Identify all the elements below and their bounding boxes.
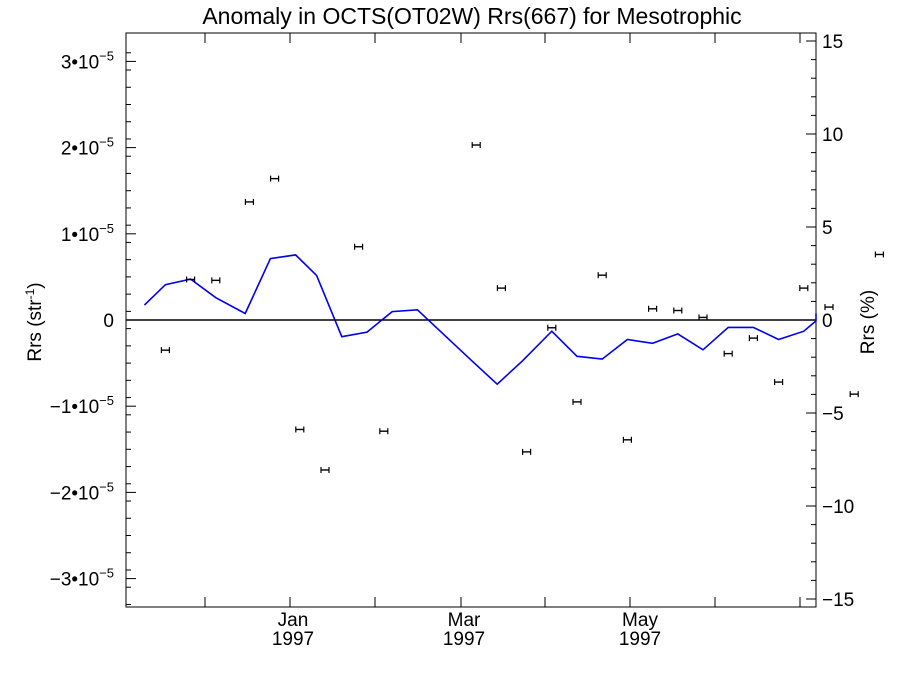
left-tick-label: 0 xyxy=(103,311,114,332)
data-point-errorbar xyxy=(244,198,254,205)
left-tick-label: −2•10−5 xyxy=(50,479,114,504)
anomaly-points xyxy=(160,142,885,473)
data-point-errorbar xyxy=(824,304,834,311)
data-point-errorbar xyxy=(521,448,532,455)
chart-title: Anomaly in OCTS(OT02W) Rrs(667) for Meso… xyxy=(202,3,741,29)
data-point-errorbar xyxy=(320,466,330,473)
data-point-errorbar xyxy=(572,398,582,405)
data-point-errorbar xyxy=(354,243,364,250)
left-tick-label: 1•10−5 xyxy=(61,221,114,246)
x-tick-year: 1997 xyxy=(443,629,485,650)
x-tick-year: 1997 xyxy=(272,629,314,650)
left-y-axis: 3•10−5 2•10−5 1•10−5 0 −1•10−5 −2•10−5 −3•10−5 xyxy=(50,48,136,605)
data-point-errorbar xyxy=(211,277,221,284)
right-tick-label: −10 xyxy=(822,497,854,518)
data-point-errorbar xyxy=(547,324,557,331)
svg-text:Rrs (str-1): Rrs (str-1) xyxy=(23,282,46,361)
left-tick-label: 2•10−5 xyxy=(61,135,114,160)
data-point-errorbar xyxy=(186,276,196,283)
data-point-errorbar xyxy=(270,175,280,182)
x-tick-year: 1997 xyxy=(619,629,661,650)
data-point-errorbar xyxy=(295,426,305,433)
left-axis-title-text: Rrs (str xyxy=(25,299,46,362)
left-tick-label: 3•10−5 xyxy=(61,48,114,73)
data-point-errorbar xyxy=(597,272,607,279)
data-point-errorbar xyxy=(849,391,859,398)
data-point-errorbar xyxy=(773,379,784,386)
data-point-errorbar xyxy=(698,314,708,321)
data-point-errorbar xyxy=(673,307,683,314)
right-tick-label: 5 xyxy=(822,218,833,239)
data-point-errorbar xyxy=(496,285,506,292)
x-tick-month: May xyxy=(622,610,658,631)
right-tick-label: −5 xyxy=(822,404,844,425)
data-point-errorbar xyxy=(647,305,658,312)
data-point-errorbar xyxy=(874,251,885,258)
data-point-errorbar xyxy=(160,347,170,354)
right-y-axis: 15 10 5 0 −5 −10 −15 xyxy=(806,32,854,611)
right-tick-label: −15 xyxy=(822,590,854,611)
right-tick-label: 0 xyxy=(822,311,833,332)
left-tick-label: −3•10−5 xyxy=(50,566,114,591)
right-tick-label: 10 xyxy=(822,125,843,146)
data-point-errorbar xyxy=(622,436,633,443)
left-axis-title-close: ) xyxy=(25,282,46,288)
x-tick-month: Jan xyxy=(278,610,309,631)
left-axis-title-sup: -1 xyxy=(23,288,37,299)
line-series-path xyxy=(143,254,817,386)
left-tick-label: −1•10−5 xyxy=(50,393,114,418)
x-tick-month: Mar xyxy=(448,610,481,631)
anomaly-percent-line xyxy=(143,254,817,386)
data-point-errorbar xyxy=(748,335,759,342)
right-tick-label: 15 xyxy=(822,32,843,53)
right-axis-title: Rrs (%) xyxy=(858,290,879,354)
data-point-errorbar xyxy=(379,428,389,435)
left-axis-title: Rrs (str-1) xyxy=(23,282,46,361)
data-point-errorbar xyxy=(799,285,809,292)
data-point-errorbar xyxy=(471,142,481,149)
data-point-errorbar xyxy=(723,350,733,357)
